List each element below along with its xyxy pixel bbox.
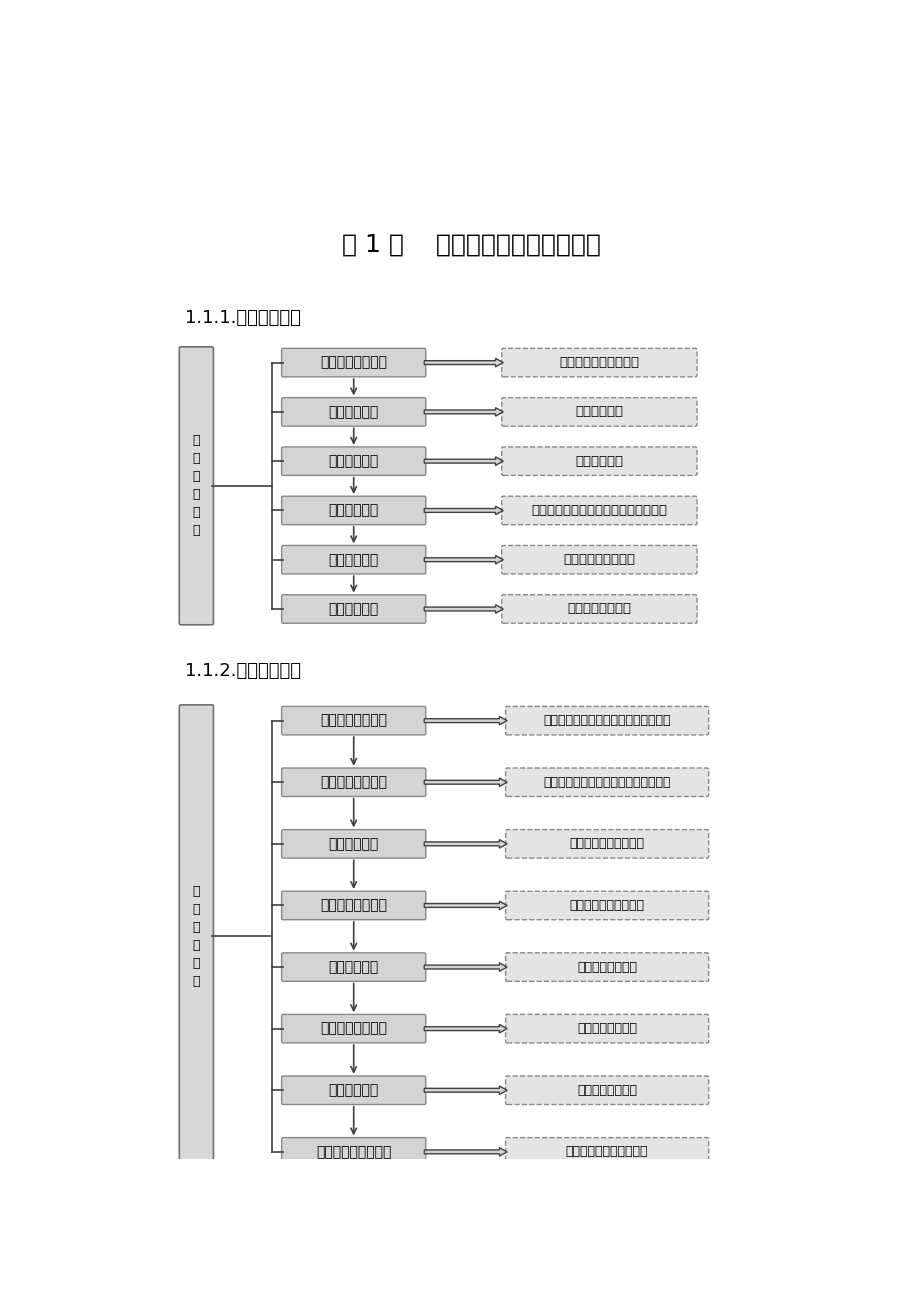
Text: 工程进度付款管理: 工程进度付款管理	[320, 898, 387, 913]
FancyArrow shape	[424, 1025, 506, 1032]
FancyBboxPatch shape	[501, 496, 697, 525]
FancyArrow shape	[424, 556, 503, 564]
FancyArrow shape	[424, 962, 506, 971]
Text: 付款审批审核工作规定: 付款审批审核工作规定	[569, 898, 644, 911]
FancyBboxPatch shape	[281, 546, 425, 574]
FancyArrow shape	[424, 358, 503, 367]
Text: 工程结算管理: 工程结算管理	[328, 960, 379, 974]
FancyBboxPatch shape	[281, 397, 425, 426]
Text: 图纸会审制度: 图纸会审制度	[574, 454, 623, 467]
Text: 工程结算管理制度: 工程结算管理制度	[576, 961, 637, 974]
FancyArrow shape	[424, 1086, 506, 1095]
FancyBboxPatch shape	[281, 595, 425, 624]
FancyArrow shape	[424, 408, 503, 417]
FancyBboxPatch shape	[501, 397, 697, 426]
FancyBboxPatch shape	[501, 595, 697, 624]
FancyArrow shape	[424, 779, 506, 786]
FancyBboxPatch shape	[505, 768, 708, 797]
FancyBboxPatch shape	[281, 953, 425, 982]
Text: 工程计量管理: 工程计量管理	[328, 837, 379, 850]
Text: 第 1 章    工程项目规范化管理制度: 第 1 章 工程项目规范化管理制度	[342, 233, 600, 256]
Text: 工程项目计量管理规定: 工程项目计量管理规定	[569, 837, 644, 850]
Text: 工程概算预算管理: 工程概算预算管理	[320, 775, 387, 789]
FancyBboxPatch shape	[281, 1138, 425, 1167]
FancyBboxPatch shape	[501, 447, 697, 475]
FancyBboxPatch shape	[281, 707, 425, 734]
FancyArrow shape	[424, 457, 503, 465]
FancyBboxPatch shape	[281, 1075, 425, 1104]
Text: 工程项目成本管理: 工程项目成本管理	[320, 713, 387, 728]
Text: 工程尾款支付规定: 工程尾款支付规定	[576, 1022, 637, 1035]
FancyArrow shape	[424, 716, 506, 725]
Text: 工程决算管理: 工程决算管理	[328, 1083, 379, 1098]
FancyBboxPatch shape	[505, 829, 708, 858]
FancyBboxPatch shape	[281, 496, 425, 525]
FancyBboxPatch shape	[501, 546, 697, 574]
Text: 设计变更管理制度、工程签证管理规定: 设计变更管理制度、工程签证管理规定	[531, 504, 666, 517]
Text: 工
程
造
价
管
理: 工 程 造 价 管 理	[192, 885, 200, 988]
Text: 图
纸
管
理
设
计: 图 纸 管 理 设 计	[192, 435, 200, 538]
Text: 图纸会审管理: 图纸会审管理	[328, 454, 379, 469]
Text: 图纸自审管理: 图纸自审管理	[328, 405, 379, 419]
FancyBboxPatch shape	[505, 1014, 708, 1043]
Text: 施工图设计交底制度: 施工图设计交底制度	[562, 553, 635, 566]
FancyBboxPatch shape	[505, 891, 708, 919]
Text: 设计变更管理: 设计变更管理	[328, 504, 379, 517]
Text: 1.1.1.图纸管理制度: 1.1.1.图纸管理制度	[185, 309, 301, 327]
FancyBboxPatch shape	[281, 768, 425, 797]
Text: 工程预算管理制度、工程定额管理办法: 工程预算管理制度、工程定额管理办法	[543, 776, 670, 789]
FancyBboxPatch shape	[501, 349, 697, 376]
Text: 设计交底管理: 设计交底管理	[328, 553, 379, 566]
Text: 工程尾款支付管理: 工程尾款支付管理	[320, 1022, 387, 1035]
FancyBboxPatch shape	[281, 891, 425, 919]
FancyBboxPatch shape	[281, 349, 425, 376]
FancyBboxPatch shape	[505, 1075, 708, 1104]
FancyArrow shape	[424, 604, 503, 613]
FancyBboxPatch shape	[179, 346, 213, 625]
FancyBboxPatch shape	[281, 1014, 425, 1043]
Text: 分包工程预决算审计办法: 分包工程预决算审计办法	[565, 1146, 648, 1159]
Text: 分包工程预决算管理: 分包工程预决算管理	[315, 1144, 391, 1159]
Text: 图纸资料管理制度: 图纸资料管理制度	[567, 603, 630, 616]
Text: 图纸资料管理: 图纸资料管理	[328, 602, 379, 616]
Text: 图纸自审制度: 图纸自审制度	[574, 405, 623, 418]
FancyArrow shape	[424, 506, 503, 514]
FancyBboxPatch shape	[505, 953, 708, 982]
FancyArrow shape	[424, 840, 506, 848]
FancyBboxPatch shape	[179, 704, 213, 1168]
FancyBboxPatch shape	[505, 1138, 708, 1167]
Text: 1.1.2.工程造价制度: 1.1.2.工程造价制度	[185, 661, 301, 680]
FancyArrow shape	[424, 1147, 506, 1156]
FancyArrow shape	[424, 901, 506, 910]
Text: 项目成本管理制度、工程预算管理制度: 项目成本管理制度、工程预算管理制度	[543, 715, 670, 727]
Text: 规划设计招标实施细则: 规划设计招标实施细则	[559, 357, 639, 368]
Text: 设计单位招标管理: 设计单位招标管理	[320, 355, 387, 370]
FancyBboxPatch shape	[281, 829, 425, 858]
Text: 工程决算管理规定: 工程决算管理规定	[576, 1083, 637, 1096]
FancyBboxPatch shape	[505, 707, 708, 734]
FancyBboxPatch shape	[281, 447, 425, 475]
